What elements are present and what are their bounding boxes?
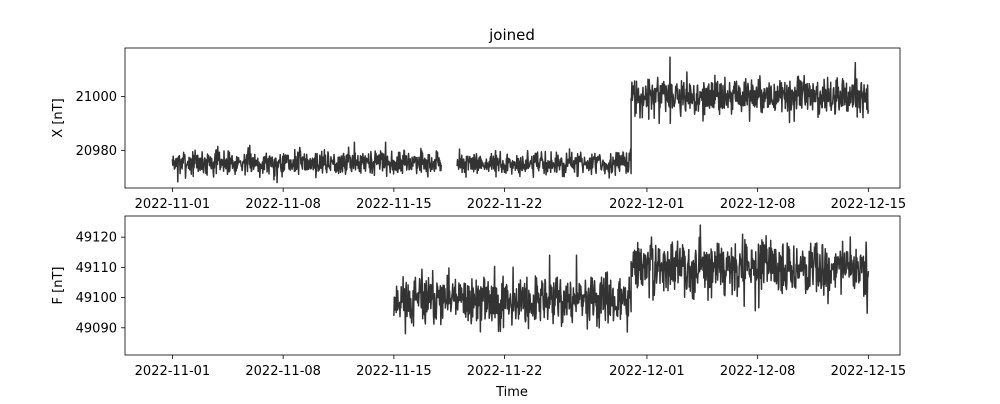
series-line-0-0: [171, 56, 870, 184]
y-axis-label: F [nT]: [51, 267, 66, 305]
y-tick-label: 49100: [76, 291, 117, 306]
y-tick-label: 49120: [76, 231, 117, 246]
x-axis-label: Time: [495, 385, 528, 400]
x-tick-label: 2022-12-08: [720, 364, 796, 379]
y-tick-label: 21000: [76, 90, 117, 105]
axes-frame-0: [124, 47, 901, 189]
x-tick-label: 2022-11-15: [356, 364, 432, 379]
x-tick-label: 2022-11-01: [135, 364, 211, 379]
figure-title: joined: [488, 26, 535, 44]
x-tick-label: 2022-11-08: [245, 364, 321, 379]
x-tick-label: 2022-11-08: [245, 197, 321, 212]
x-tick-label: 2022-11-22: [467, 364, 543, 379]
x-tick-label: 2022-11-22: [467, 197, 543, 212]
x-tick-label: 2022-12-01: [609, 364, 685, 379]
x-tick-label: 2022-12-08: [720, 197, 796, 212]
axes-frame-1: [124, 215, 901, 356]
y-tick-label: 49090: [76, 321, 117, 336]
x-tick-label: 2022-12-01: [609, 197, 685, 212]
y-tick-label: 20980: [76, 144, 117, 159]
series-line-1-0: [393, 224, 870, 335]
x-tick-label: 2022-11-15: [356, 197, 432, 212]
y-tick-label: 49110: [76, 261, 117, 276]
x-tick-label: 2022-12-15: [831, 364, 907, 379]
x-tick-label: 2022-12-15: [831, 197, 907, 212]
x-tick-label: 2022-11-01: [135, 197, 211, 212]
y-axis-label: X [nT]: [51, 98, 66, 137]
